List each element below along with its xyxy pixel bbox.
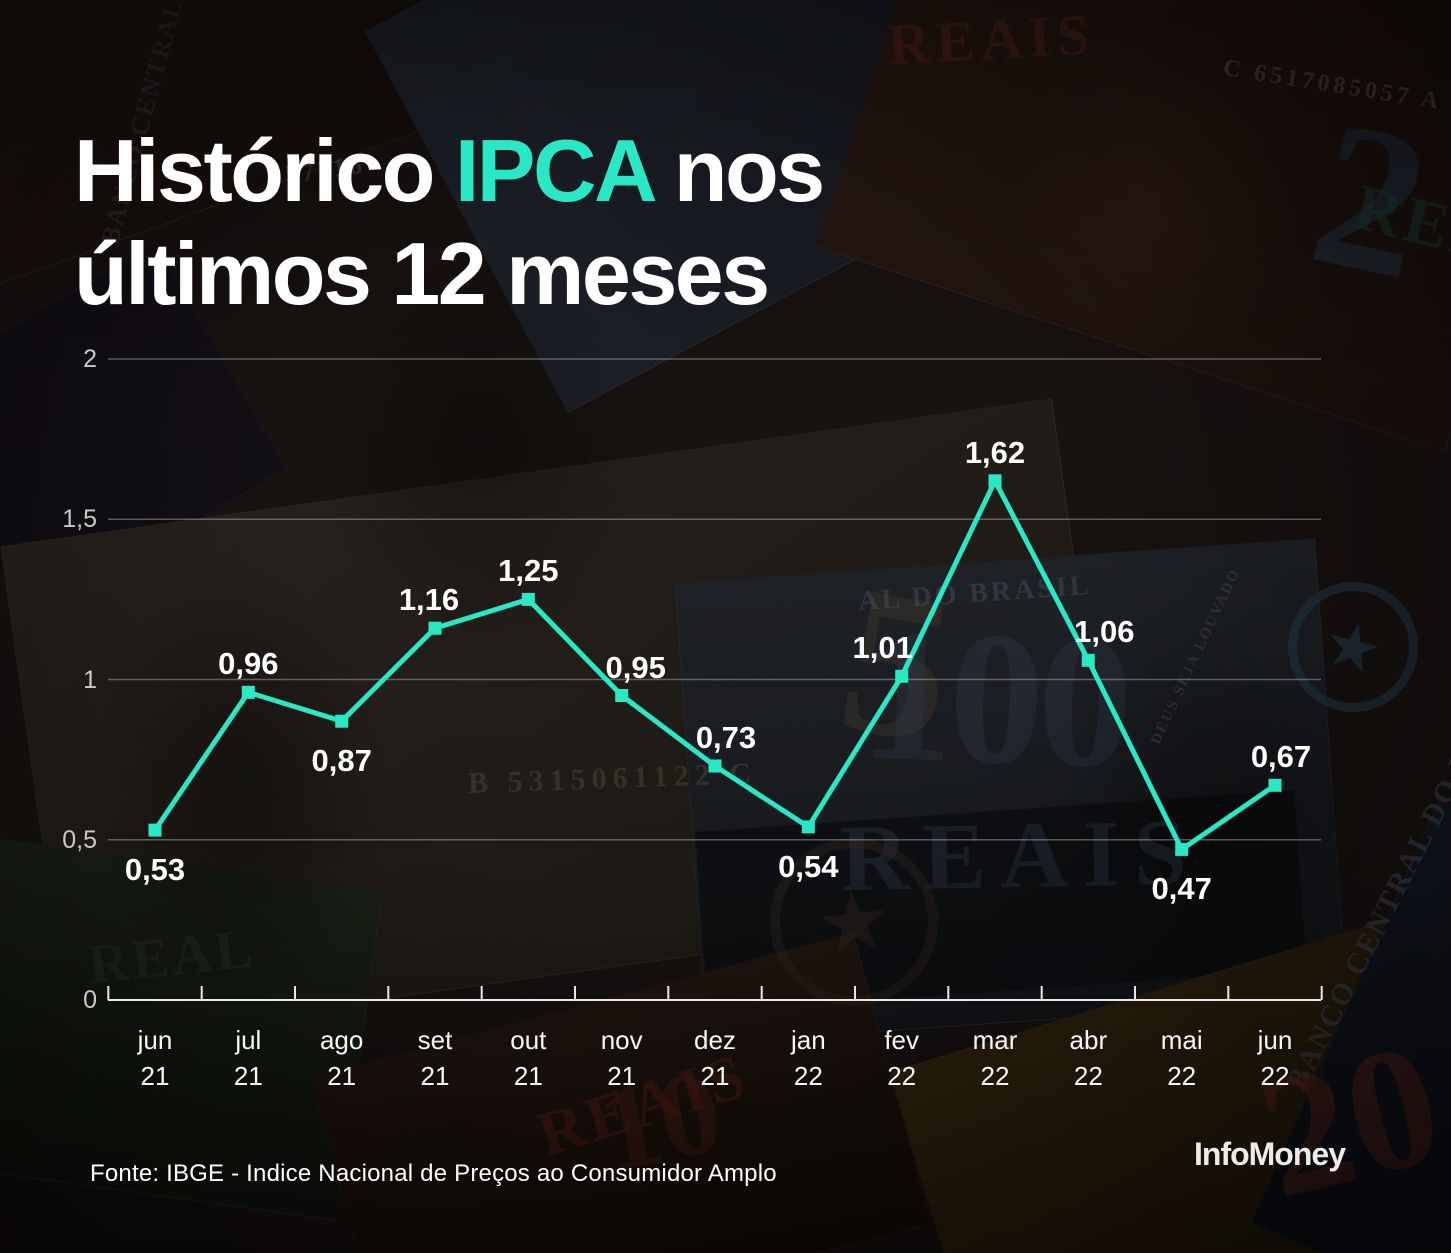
x-axis-label: dez 21 bbox=[665, 1022, 765, 1094]
data-point-marker bbox=[1081, 653, 1095, 667]
data-point-marker bbox=[241, 685, 255, 699]
data-point-marker bbox=[1268, 778, 1282, 792]
year-label: 21 bbox=[233, 1061, 263, 1091]
month-label: out bbox=[510, 1025, 547, 1055]
data-point-marker bbox=[895, 669, 909, 683]
data-point-marker bbox=[148, 823, 162, 837]
x-axis-label: fev 22 bbox=[852, 1022, 952, 1094]
month-label: mar bbox=[972, 1025, 1018, 1055]
month-label: mai bbox=[1160, 1025, 1203, 1055]
data-point-marker bbox=[615, 689, 629, 702]
data-point-label: 1,25 bbox=[498, 553, 559, 589]
x-axis-label: mai 22 bbox=[1132, 1022, 1232, 1094]
month-label: fev bbox=[884, 1025, 919, 1055]
year-label: 21 bbox=[420, 1061, 450, 1091]
x-axis-label: jun 21 bbox=[105, 1022, 205, 1094]
month-label: nov bbox=[600, 1025, 643, 1055]
data-point-marker bbox=[708, 759, 722, 773]
x-axis-line bbox=[107, 986, 1323, 1001]
year-label: 22 bbox=[1167, 1061, 1197, 1091]
month-label: jul bbox=[235, 1025, 262, 1055]
year-label: 22 bbox=[1260, 1061, 1290, 1091]
month-label: set bbox=[417, 1025, 453, 1055]
data-point-label: 0,53 bbox=[124, 852, 186, 888]
x-axis-label: jan 22 bbox=[758, 1022, 858, 1094]
year-label: 21 bbox=[700, 1061, 730, 1091]
x-axis-label: out 21 bbox=[478, 1022, 578, 1094]
y-axis-label: 0,5 bbox=[62, 825, 97, 854]
data-point-marker bbox=[521, 592, 535, 606]
month-label: dez bbox=[694, 1025, 736, 1055]
data-point-label: 0,67 bbox=[1250, 739, 1312, 775]
y-axis-label: 0 bbox=[83, 986, 97, 1014]
x-axis-label: abr 22 bbox=[1038, 1022, 1138, 1094]
month-label: jun bbox=[1257, 1025, 1293, 1055]
title-line2: últimos 12 meses bbox=[74, 223, 770, 323]
month-label: ago bbox=[319, 1025, 364, 1055]
x-axis-label: ago 21 bbox=[292, 1022, 392, 1094]
x-axis-label: jul 21 bbox=[198, 1022, 298, 1094]
y-axis-label: 1,5 bbox=[62, 505, 97, 534]
data-point-label: 0,47 bbox=[1151, 871, 1212, 907]
data-point-marker bbox=[988, 474, 1002, 488]
y-axis-label: 1 bbox=[83, 665, 97, 694]
year-label: 21 bbox=[607, 1061, 637, 1091]
data-point-label: 0,96 bbox=[218, 646, 279, 682]
data-point-label: 1,01 bbox=[852, 630, 913, 666]
y-axis-label: 2 bbox=[83, 345, 97, 373]
data-point-marker bbox=[428, 621, 442, 635]
data-point-label: 1,62 bbox=[964, 434, 1026, 470]
title-accent-ipca: IPCA bbox=[454, 120, 654, 220]
page-title: Histórico IPCA nos últimos 12 meses bbox=[74, 119, 825, 325]
year-label: 21 bbox=[327, 1061, 357, 1091]
x-axis-label: nov 21 bbox=[572, 1022, 672, 1094]
source-note: Fonte: IBGE - Indice Nacional de Preços … bbox=[90, 1160, 777, 1187]
month-label: abr bbox=[1069, 1025, 1108, 1055]
x-axis-label: set 21 bbox=[385, 1022, 485, 1094]
title-line1: Histórico IPCA nos bbox=[74, 119, 825, 222]
data-point-label: 1,16 bbox=[398, 582, 460, 618]
data-point-marker bbox=[801, 820, 815, 834]
x-axis-label: jun 22 bbox=[1225, 1022, 1325, 1094]
year-label: 22 bbox=[887, 1061, 917, 1091]
infomoney-logo: InfoMoney bbox=[1194, 1136, 1346, 1172]
data-point-label: 0,54 bbox=[778, 848, 839, 884]
data-point-label: 0,73 bbox=[695, 720, 757, 756]
year-label: 21 bbox=[513, 1061, 543, 1091]
data-point-label: 0,95 bbox=[605, 649, 666, 685]
month-label: jan bbox=[790, 1025, 826, 1055]
x-axis-label: mar 22 bbox=[945, 1022, 1045, 1094]
year-label: 21 bbox=[140, 1061, 170, 1091]
month-label: jun bbox=[137, 1025, 173, 1055]
year-label: 22 bbox=[1073, 1061, 1103, 1091]
data-point-label: 0,87 bbox=[311, 743, 372, 779]
year-label: 22 bbox=[980, 1061, 1010, 1091]
title-text: Histórico bbox=[74, 120, 455, 220]
data-point-label: 1,06 bbox=[1074, 614, 1135, 650]
data-point-marker bbox=[335, 714, 349, 728]
data-point-marker bbox=[1175, 842, 1189, 856]
year-label: 22 bbox=[793, 1061, 823, 1091]
title-text: nos bbox=[651, 120, 825, 220]
